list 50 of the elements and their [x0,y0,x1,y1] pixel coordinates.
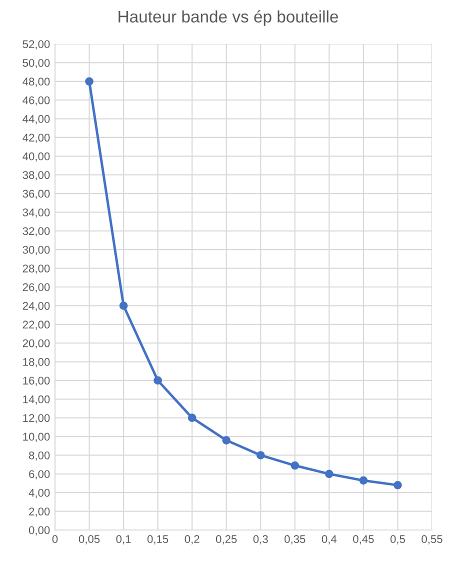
y-tick-label: 28,00 [22,264,50,274]
y-tick-label: 22,00 [22,320,50,330]
point [119,302,128,310]
y-tick-label: 8,00 [29,452,50,461]
y-tick-label: 38,00 [22,171,50,180]
y-tick-label: 6,00 [29,470,50,480]
y-tick-label: 14,00 [23,395,50,405]
y-tick-label: 42,00 [22,134,50,143]
x-tick-label: 0,15 [147,535,168,544]
y-tick-label: 46,00 [22,96,50,106]
y-tick-label: 26,00 [22,283,50,292]
x-tick-label: 0,55 [422,535,442,544]
y-tick-label: 50,00 [22,58,50,68]
chart-title: Hauteur bande vs ép bouteille [118,10,338,26]
x-tick-label: 0 [52,535,58,544]
y-tick-label: 2,00 [29,508,50,517]
x-tick-label: 0,25 [216,535,237,544]
x-tick-label: 0,35 [284,535,306,544]
y-tick-label: 32,00 [22,227,50,236]
y-tick-label: 18,00 [23,358,50,368]
point [394,480,402,490]
y-tick-label: 30,00 [22,246,50,256]
x-tick-label: 0,3 [253,535,268,544]
x-tick-label: 0,1 [116,535,131,544]
point [154,376,162,385]
point [290,461,300,470]
x-tick-label: 0,2 [184,535,200,544]
y-tick-label: 48,00 [22,78,50,87]
y-tick-label: 0,00 [28,526,50,536]
y-tick-label: 4,00 [28,488,50,498]
y-tick-label: 20,00 [22,339,50,349]
y-tick-label: 24,00 [22,302,50,312]
y-tick-label: 36,00 [22,190,50,199]
y-tick-label: 52,00 [22,40,50,50]
x-tick-label: 0,5 [390,535,405,544]
y-tick-label: 16,00 [23,376,50,386]
x-tick-label: 0,45 [353,535,374,544]
y-tick-label: 12,00 [23,414,50,424]
point [85,77,94,86]
point [256,451,265,460]
y-tick-label: 40,00 [22,152,50,162]
x-tick-label: 0,05 [78,535,100,544]
point [325,470,334,478]
y-tick-label: 34,00 [22,208,50,218]
x-tick-label: 0,4 [322,535,337,544]
point [359,476,368,485]
point [222,436,231,444]
point [188,414,196,422]
y-tick-label: 10,00 [23,432,50,442]
y-tick-label: 44,00 [22,115,50,124]
